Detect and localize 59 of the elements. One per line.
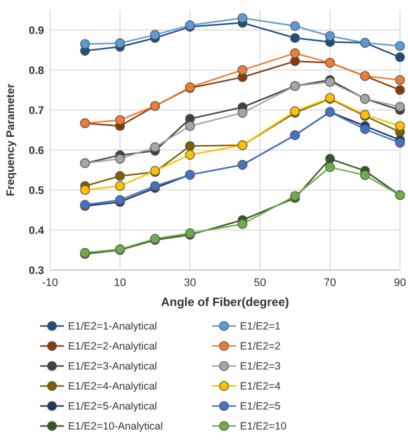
point	[185, 121, 195, 131]
point	[395, 102, 405, 112]
point	[395, 121, 405, 131]
x-tick-label: 30	[184, 277, 196, 289]
point	[360, 124, 370, 134]
point	[238, 13, 248, 23]
point	[325, 162, 335, 172]
x-axis-title: Angle of Fiber(degree)	[160, 295, 290, 309]
legend-label: E1/E2=3-Analytical	[68, 360, 158, 373]
legend-label: E1/E2=2	[240, 340, 281, 353]
x-tick-label: 70	[324, 277, 336, 289]
point	[290, 56, 300, 66]
point	[115, 115, 125, 125]
legend-label: E1/E2=1	[240, 320, 281, 333]
legend-label: E1/E2=4	[240, 380, 281, 393]
point	[290, 33, 300, 43]
point	[150, 142, 160, 152]
y-tick-label: 0.6	[28, 144, 44, 157]
point	[395, 52, 405, 62]
y-tick-label: 0.5	[28, 184, 44, 197]
x-tick-label: 90	[394, 277, 406, 289]
point	[115, 154, 125, 164]
point	[150, 30, 160, 40]
point	[290, 21, 300, 31]
point	[290, 48, 300, 58]
point	[80, 185, 90, 195]
legend-label: E1/E2=5-Analytical	[68, 400, 158, 413]
y-tick-label: 0.3	[28, 264, 44, 277]
point	[115, 171, 125, 181]
legend-label: E1/E2=3	[240, 360, 281, 373]
legend-label: E1/E2=10	[240, 420, 287, 433]
point	[115, 181, 125, 191]
point	[360, 170, 370, 180]
y-axis-title: Frequency Parameter	[5, 83, 17, 196]
point	[185, 141, 195, 151]
x-tick-label: -10	[42, 277, 58, 289]
point	[395, 41, 405, 51]
point	[325, 31, 335, 41]
point	[325, 154, 335, 164]
legend-label: E1/E2=4-Analytical	[68, 380, 158, 393]
point	[185, 150, 195, 160]
point	[238, 65, 248, 75]
x-tick-label: 50	[254, 277, 266, 289]
legend-label: E1/E2=10-Analytical	[68, 420, 163, 433]
y-tick-label: 0.8	[28, 64, 44, 77]
point	[395, 138, 405, 148]
legend-label: E1/E2=5	[240, 400, 281, 413]
point	[80, 39, 90, 49]
y-tick-label: 0.9	[28, 24, 44, 37]
legend-label: E1/E2=1-Analytical	[68, 320, 158, 333]
point	[238, 219, 248, 229]
legend-label: E1/E2=2-Analytical	[68, 340, 158, 353]
x-tick-label: 10	[114, 277, 126, 289]
point	[238, 108, 248, 118]
y-tick-label: 0.7	[28, 104, 44, 117]
point	[395, 75, 405, 85]
y-tick-label: 0.4	[28, 224, 45, 237]
point	[395, 85, 405, 95]
point	[115, 38, 125, 48]
